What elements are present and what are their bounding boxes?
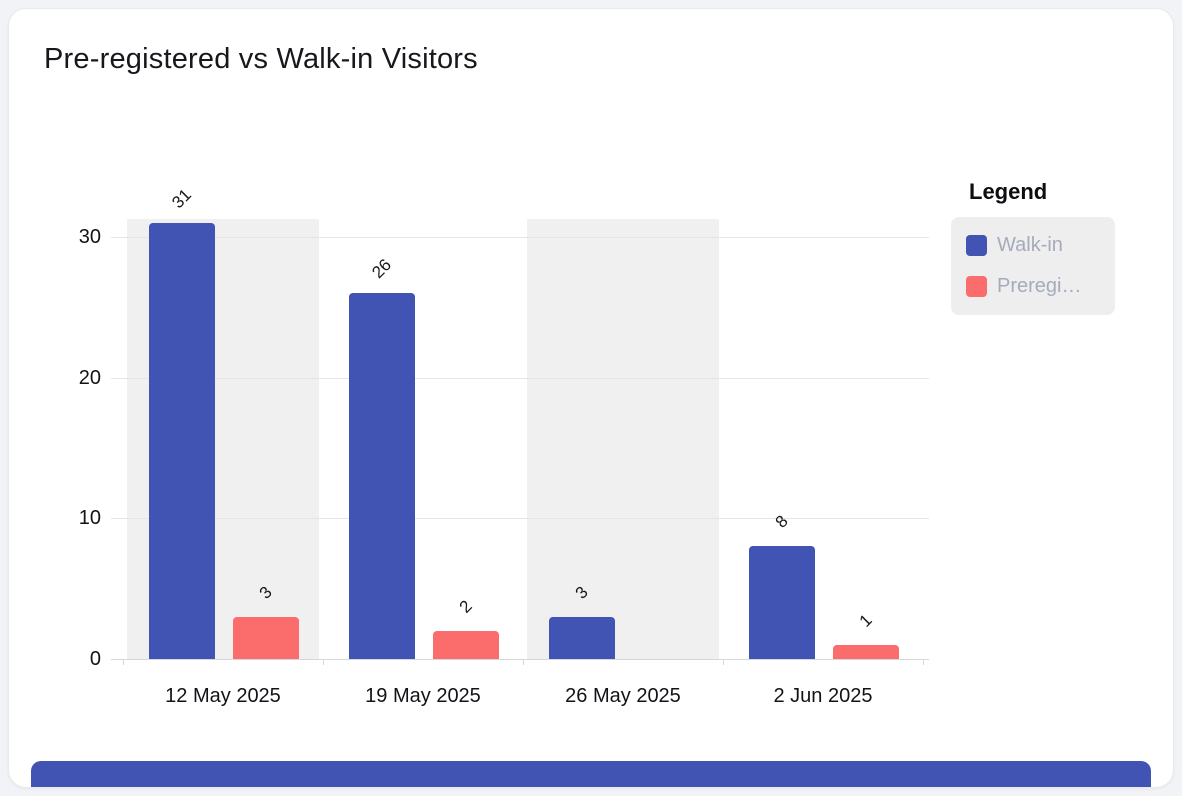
bar-walk-in[interactable]	[549, 616, 615, 659]
x-axis-tick	[523, 659, 524, 665]
y-tick-label: 20	[78, 366, 101, 389]
bar-preregistered[interactable]	[833, 644, 899, 659]
category-highlight-band	[527, 219, 719, 659]
bar-value-label: 26	[368, 255, 396, 283]
bar-value-label: 31	[168, 185, 196, 213]
legend-item-label: Preregi…	[997, 275, 1082, 297]
chart-card: Pre-registered vs Walk-in Visitors 0 10 20…	[8, 8, 1174, 788]
legend-swatch-icon	[966, 276, 987, 297]
bar-walk-in[interactable]	[749, 546, 815, 659]
gridline	[111, 518, 929, 520]
x-axis-label: 26 May 2025	[565, 685, 681, 707]
legend-swatch-icon	[966, 235, 987, 256]
legend-item-preregi-[interactable]: Preregi…	[966, 275, 1100, 298]
bar-preregistered[interactable]	[233, 616, 299, 659]
gridline	[111, 377, 929, 379]
bar-value-label: 2	[455, 596, 476, 617]
y-tick-label: 10	[78, 507, 101, 530]
bottom-panel-edge[interactable]	[31, 761, 1151, 787]
legend: Legend Walk-in Preregi…	[951, 179, 1115, 315]
bar-walk-in[interactable]	[149, 223, 215, 659]
x-axis-tick	[123, 659, 124, 665]
x-axis-tick	[723, 659, 724, 665]
x-axis-tick	[923, 659, 924, 665]
plot-area: 0 10 20 30 31 3 12 May 2025 26 2 19 May 2025 3 26 M…	[9, 9, 1173, 787]
x-axis-label: 12 May 2025	[165, 685, 281, 707]
y-tick-label: 0	[89, 648, 101, 670]
x-axis-label: 19 May 2025	[365, 685, 481, 707]
gridline	[111, 237, 929, 239]
legend-item-walk-in[interactable]: Walk-in	[966, 234, 1100, 257]
bar-preregistered[interactable]	[433, 630, 499, 659]
legend-item-label: Walk-in	[997, 234, 1063, 256]
bar-value-label: 8	[771, 512, 792, 533]
x-axis-tick	[323, 659, 324, 665]
legend-box: Walk-in Preregi…	[951, 217, 1115, 315]
chart-title: Pre-registered vs Walk-in Visitors	[44, 43, 478, 75]
legend-title: Legend	[969, 179, 1048, 204]
bar-walk-in[interactable]	[349, 293, 415, 659]
bar-value-label: 1	[855, 610, 876, 631]
x-axis-label: 2 Jun 2025	[773, 685, 873, 707]
x-axis-line	[111, 659, 929, 660]
y-tick-label: 30	[78, 226, 101, 249]
